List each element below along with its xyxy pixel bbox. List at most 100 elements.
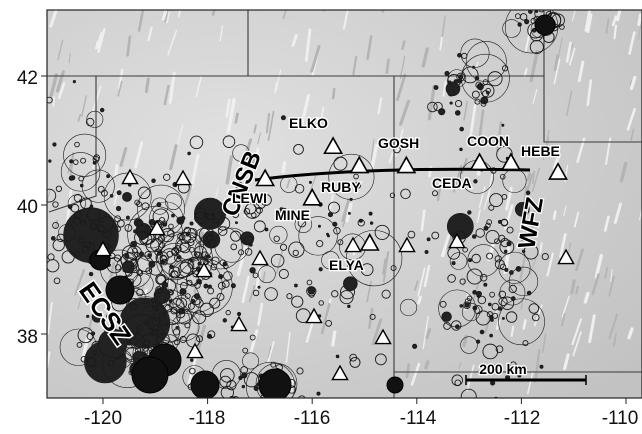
relief-ridge <box>67 162 72 174</box>
epicenter-circle <box>175 325 179 330</box>
epicenter-circle <box>47 253 55 261</box>
gps-stations <box>94 136 575 381</box>
epicenter-circle <box>152 208 169 225</box>
relief-ridge <box>417 267 426 297</box>
relief-ridge <box>627 327 634 340</box>
station-marker-ceda <box>469 152 490 171</box>
epicenter-circle <box>142 340 151 348</box>
relief-ridge <box>531 167 541 192</box>
nevada-border <box>48 76 97 213</box>
x-tick-label: -114 <box>400 408 437 429</box>
relief-ridge <box>565 41 572 63</box>
epicenter-circle <box>108 359 115 367</box>
epicenter-circle <box>73 193 83 203</box>
epicenter-circle <box>98 328 128 358</box>
epicenter-circle <box>97 216 114 233</box>
relief-ridge <box>74 268 85 296</box>
relief-ridge <box>366 35 373 61</box>
epicenter-circle <box>116 190 122 196</box>
epicenter-circle <box>148 218 156 226</box>
epicenter-circle <box>129 302 138 311</box>
station-label-lewi: LEWI <box>232 190 267 206</box>
relief-ridge <box>342 10 349 30</box>
epicenter-circle <box>486 91 490 95</box>
epicenter-circle <box>143 321 147 325</box>
relief-ridge <box>77 114 82 122</box>
epicenter-circle <box>248 399 253 404</box>
epicenter-circle <box>294 283 298 288</box>
epicenter-circle <box>480 100 487 107</box>
epicenter-circle <box>235 181 243 190</box>
epicenter-circle <box>520 236 526 242</box>
relief-ridge <box>68 52 71 64</box>
epicenter-circle <box>222 318 227 323</box>
epicenter-circle <box>164 308 181 326</box>
station-label-elko: ELKO <box>289 115 328 131</box>
relief-ridge <box>119 147 128 167</box>
epicenter-circle <box>508 266 539 297</box>
scale-bar: 200 km <box>465 360 587 385</box>
epicenter-circle <box>147 253 152 258</box>
epicenter-circle <box>323 186 327 190</box>
epicenter-circle <box>47 188 57 203</box>
epicenter-circle <box>541 252 549 261</box>
plot-frame <box>46 9 642 399</box>
relief-ridge <box>197 231 204 250</box>
epicenter-circle <box>270 253 285 268</box>
y-tick-label: 40 <box>17 197 38 218</box>
relief-ridge <box>144 77 150 94</box>
relief-ridge <box>410 362 421 386</box>
epicenter-circle <box>454 99 463 108</box>
epicenter-circle <box>472 290 477 295</box>
epicenter-circle <box>494 255 502 263</box>
relief-ridge <box>483 189 490 211</box>
epicenter-circle <box>106 174 111 179</box>
epicenter-circle <box>76 342 83 348</box>
epicenter-circle <box>250 212 257 218</box>
relief-ridge <box>629 75 637 91</box>
epicenter-circle <box>52 238 65 252</box>
epicenter-circle <box>424 250 429 254</box>
epicenter-circle <box>407 230 416 239</box>
epicenter-circle <box>528 303 540 314</box>
relief-ridge <box>575 248 584 272</box>
relief-ridge <box>195 75 203 98</box>
epicenter-circle <box>80 197 92 210</box>
epicenter-circle <box>475 81 483 89</box>
relief-ridge <box>319 106 325 128</box>
epicenter-circle <box>455 324 460 330</box>
relief-ridge <box>518 253 527 286</box>
epicenter-circle <box>457 52 462 58</box>
relief-ridge <box>399 99 411 126</box>
relief-ridge <box>118 68 124 90</box>
epicenter-circle <box>464 302 470 308</box>
epicenter-circle <box>399 298 418 317</box>
epicenter-circle <box>467 244 500 277</box>
relief-ridge <box>275 69 282 91</box>
epicenter-circle <box>479 329 485 335</box>
epicenter-circle <box>480 83 495 98</box>
epicenter-circle <box>220 385 234 398</box>
epicenter-circle <box>286 293 293 300</box>
relief-ridge <box>630 128 635 141</box>
relief-ridge <box>466 364 475 392</box>
epicenter-swarm <box>105 275 135 305</box>
epicenter-circle <box>499 174 506 180</box>
epicenter-circle <box>389 192 396 198</box>
epicenter-circle <box>279 207 288 216</box>
epicenter-circle <box>203 259 210 266</box>
epicenter-circle <box>164 304 173 313</box>
station-marker-elya <box>359 233 380 251</box>
epicenter-circle <box>99 107 105 113</box>
epicenter-circle <box>125 215 130 220</box>
relief-ridge <box>382 251 390 283</box>
relief-ridge <box>494 298 502 316</box>
epicenter-circle <box>249 267 256 274</box>
epicenter-circle <box>316 391 321 396</box>
epicenter-circle <box>459 147 463 152</box>
epicenter-circle <box>171 313 200 341</box>
epicenter-circle <box>492 312 499 319</box>
relief-ridge <box>637 21 642 40</box>
relief-ridge <box>226 97 236 134</box>
